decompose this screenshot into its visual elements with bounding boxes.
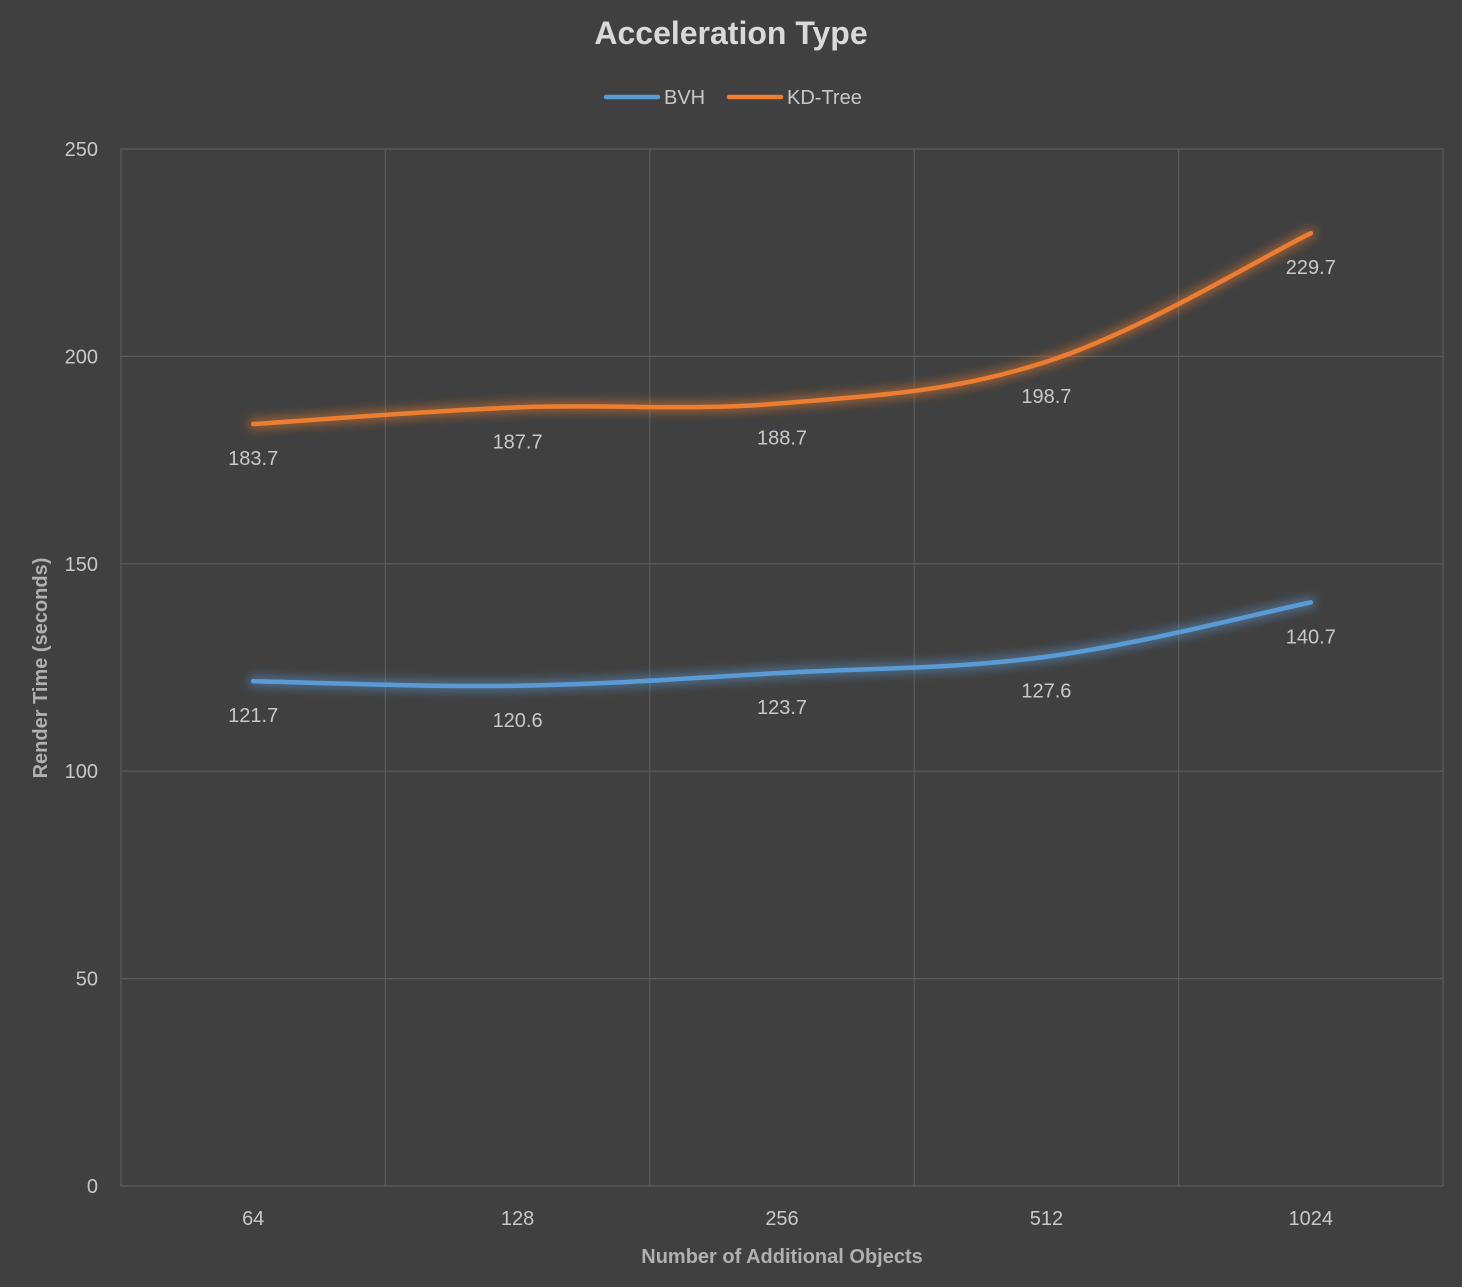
data-label-bvh: 140.7 [1286,626,1336,648]
x-tick-label: 128 [501,1208,534,1230]
x-axis-title: Number of Additional Objects [641,1246,923,1268]
data-labels: 121.7 120.6 123.7 127.6 140.7 183.7 187.7 188.7… [228,257,1336,732]
y-tick-label: 0 [87,1176,98,1198]
data-label-kd-tree: 229.7 [1286,257,1336,279]
data-point-kd-tree [251,421,256,427]
series-layer [248,228,1316,692]
x-tick-label: 1024 [1289,1208,1334,1230]
legend-label-bvh: BVH [664,87,705,109]
data-point-kd-tree [515,405,520,410]
y-tick-label: 50 [76,969,98,991]
series-glow-kd-tree [248,228,1316,430]
data-point-kd-tree [1308,231,1314,236]
data-point-bvh [779,670,785,676]
data-point-bvh [1044,654,1049,659]
data-label-kd-tree: 183.7 [228,448,278,470]
data-label-bvh: 120.6 [493,710,543,732]
x-tick-label: 64 [242,1208,264,1230]
data-label-kd-tree: 188.7 [757,427,807,449]
legend: BVH KD-Tree [603,87,862,109]
y-tick-label: 100 [65,761,98,783]
gridlines [121,148,1443,1187]
x-axis: 64 128 256 512 1024 [242,1208,1333,1230]
chart-title: Acceleration Type [594,15,867,51]
y-tick-label: 200 [65,346,98,368]
data-label-bvh: 127.6 [1021,681,1071,703]
x-tick-label: 256 [765,1208,798,1230]
y-tick-label: 150 [65,554,98,576]
data-label-bvh: 121.7 [228,705,278,727]
plot-frame [120,148,1444,1187]
x-tick-label: 512 [1030,1208,1063,1230]
data-label-kd-tree: 187.7 [493,431,543,453]
data-point-kd-tree [779,401,785,406]
y-axis-title: Render Time (seconds) [30,558,52,779]
data-point-bvh [515,683,520,688]
y-axis: 0 50 100 150 200 250 [65,139,98,1198]
y-tick-label: 250 [65,139,98,161]
data-point-bvh [1308,600,1314,605]
data-label-kd-tree: 198.7 [1021,386,1071,408]
legend-label-kd-tree: KD-Tree [787,87,862,109]
data-label-bvh: 123.7 [757,697,807,719]
series-line-kd-tree [250,230,1314,427]
data-point-bvh [251,678,256,684]
data-point-kd-tree [1044,359,1049,364]
